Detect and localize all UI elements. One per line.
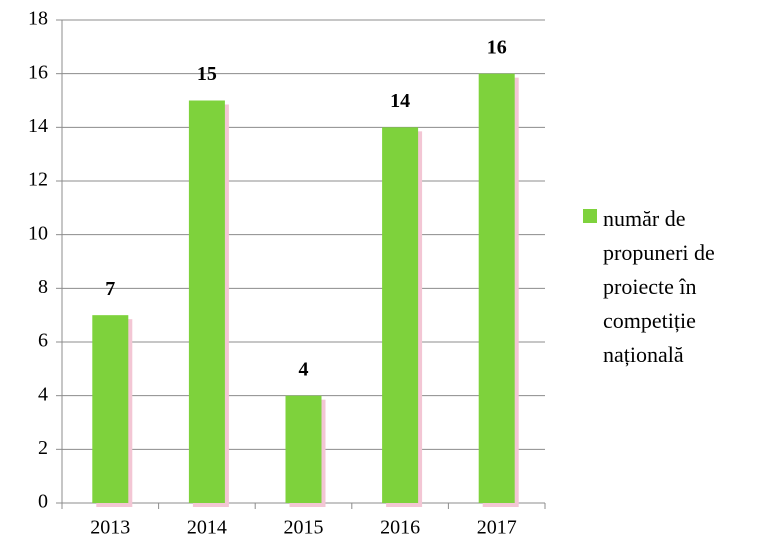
y-tick-label: 2 xyxy=(38,437,48,459)
y-tick-label: 10 xyxy=(28,222,48,244)
data-label: 15 xyxy=(197,63,217,85)
bar xyxy=(188,100,225,503)
y-tick-label: 0 xyxy=(38,491,48,513)
y-tick-label: 12 xyxy=(28,169,48,191)
y-tick-label: 6 xyxy=(38,330,48,352)
legend-label: număr de propuneri de proiecte în compet… xyxy=(603,206,715,367)
x-tick-label: 2014 xyxy=(187,517,227,539)
data-label: 16 xyxy=(487,36,507,58)
x-tick-label: 2017 xyxy=(477,517,517,539)
y-tick-label: 18 xyxy=(28,8,48,30)
bar xyxy=(382,127,419,503)
legend: număr de propuneri de proiecte în compet… xyxy=(583,202,743,372)
y-tick-label: 14 xyxy=(28,115,48,137)
x-tick-label: 2015 xyxy=(284,517,324,539)
x-tick-label: 2016 xyxy=(380,517,420,539)
bar xyxy=(92,315,129,503)
y-tick-label: 8 xyxy=(38,276,48,298)
data-label: 4 xyxy=(299,358,309,380)
data-label: 14 xyxy=(390,90,410,112)
legend-marker xyxy=(583,209,597,223)
x-tick-label: 2013 xyxy=(90,517,130,539)
bar xyxy=(285,395,322,503)
bar xyxy=(478,73,515,504)
y-tick-label: 4 xyxy=(38,383,48,405)
data-label: 7 xyxy=(105,278,115,300)
y-tick-label: 16 xyxy=(28,61,48,83)
